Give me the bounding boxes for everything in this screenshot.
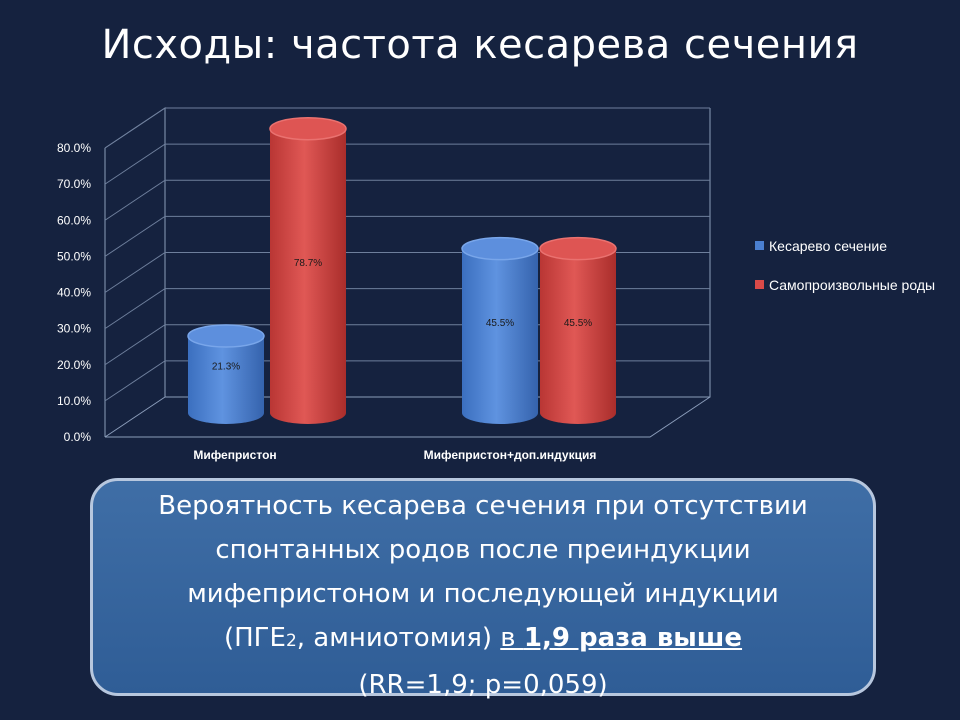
y-tick-label: 30.0% <box>57 322 91 336</box>
y-tick-label: 10.0% <box>57 394 91 408</box>
y-tick-label: 70.0% <box>57 177 91 191</box>
callout-text: , амниотомия) <box>296 623 501 653</box>
legend-item-cesarean: Кесарево сечение <box>755 237 944 256</box>
conclusion-callout: Вероятность кесарева сечения при отсутст… <box>90 478 876 700</box>
cylinder-bar-chart: 0.0% 10.0% 20.0% 30.0% 40.0% 50.0% 60.0% 70.0% 8… <box>57 107 711 462</box>
slide-title: Исходы: частота кесарева сечения <box>101 22 859 68</box>
legend-swatch-red <box>755 280 764 289</box>
callout-text: (ПГЕ <box>223 623 286 653</box>
gridline <box>104 252 710 293</box>
y-tick-label: 50.0% <box>57 249 91 263</box>
cylinder-bar-spontaneous-induction: 45.5% <box>539 236 617 424</box>
cylinder-cap <box>539 236 617 261</box>
data-label: 78.7% <box>294 258 322 269</box>
callout-highlight-bold: 1,9 раза выше <box>523 623 743 653</box>
gridline <box>104 288 710 330</box>
data-label: 45.5% <box>564 318 592 329</box>
chart-floor-side <box>104 396 166 438</box>
callout-highlight-prefix: в <box>500 623 524 653</box>
chart-bars: 21.3% 78.7% 45.5% 45.5% <box>187 116 617 424</box>
callout-line-5: (RR=1,9; p=0,059) <box>358 670 608 700</box>
cylinder-bar-spontaneous-mifepristone: 78.7% <box>269 116 347 424</box>
y-tick-label: 60.0% <box>57 213 91 227</box>
gridline <box>104 215 710 257</box>
legend-item-spontaneous: Самопроизвольные роды <box>755 276 944 295</box>
cylinder-body <box>270 128 346 424</box>
cylinder-cap <box>187 324 265 348</box>
gridline <box>104 179 710 221</box>
cylinder-bar-cesarean-mifepristone: 21.3% <box>187 324 265 424</box>
callout-line-4: (ПГЕ2, амниотомия) в 1,9 раза выше <box>93 616 873 663</box>
data-label: 21.3% <box>212 362 240 373</box>
cylinder-cap <box>269 116 347 141</box>
callout-line-2: спонтанных родов после преиндукции <box>215 535 751 565</box>
category-labels: Мифепристон Мифепристон+доп.индукция <box>193 448 596 462</box>
legend-label: Самопроизвольные роды <box>769 277 936 293</box>
y-tick-label: 20.0% <box>57 358 91 372</box>
cylinder-body <box>462 248 538 424</box>
callout-line-3: мифепристоном и последующей индукции <box>187 579 779 609</box>
callout-subscript: 2 <box>285 631 297 651</box>
category-label: Мифепристон <box>193 448 276 462</box>
chart-legend: Кесарево сечение Самопроизвольные роды <box>755 237 944 315</box>
y-tick-label: 80.0% <box>57 141 91 155</box>
callout-highlight: в 1,9 раза выше <box>500 623 742 653</box>
y-axis-ticks: 0.0% 10.0% 20.0% 30.0% 40.0% 50.0% 60.0% 70.0% 8… <box>57 141 91 444</box>
cylinder-bar-cesarean-induction: 45.5% <box>461 236 539 424</box>
cylinder-body <box>540 248 616 424</box>
gridline <box>104 143 710 185</box>
gridline <box>104 107 710 149</box>
chart-floor-edge <box>105 396 711 438</box>
callout-line-1: Вероятность кесарева сечения при отсутст… <box>158 491 808 521</box>
category-label: Мифепристон+доп.индукция <box>424 448 597 462</box>
data-label: 45.5% <box>486 318 514 329</box>
y-tick-label: 40.0% <box>57 286 91 300</box>
legend-label: Кесарево сечение <box>769 238 887 254</box>
y-tick-label: 0.0% <box>64 430 92 444</box>
cylinder-cap <box>461 236 539 261</box>
legend-swatch-blue <box>755 241 764 250</box>
cylinder-body <box>188 336 264 424</box>
